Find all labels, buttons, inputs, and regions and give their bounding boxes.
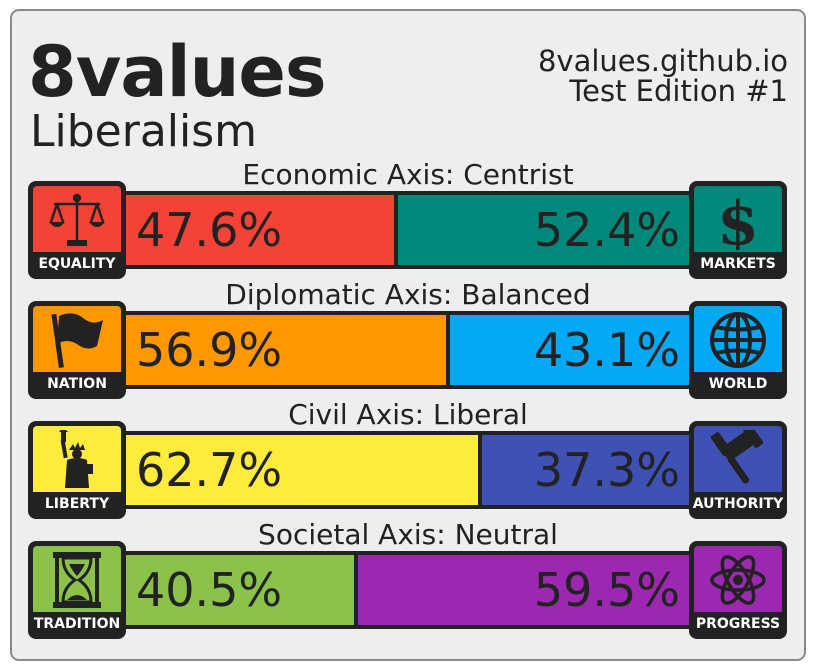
nation-badge: NATION (28, 301, 126, 399)
liberty-badge: LIBERTY (28, 421, 126, 519)
equality-segment: 47.6% (126, 195, 394, 265)
diplomatic-axis-bar: 56.9% 43.1% (122, 311, 696, 389)
markets-segment: 52.4% (398, 195, 692, 265)
gavel-icon (710, 430, 764, 484)
world-segment: 43.1% (450, 315, 692, 385)
societal-axis-label: Societal Axis: Neutral (258, 518, 558, 551)
progress-badge: PROGRESS (689, 541, 787, 639)
nation-segment: 56.9% (126, 315, 446, 385)
statue-of-liberty-icon (59, 430, 93, 488)
authority-badge: AUTHORITY (689, 421, 787, 519)
civil-axis-bar: 62.7% 37.3% (122, 431, 696, 509)
markets-badge: $ MARKETS (689, 181, 787, 279)
equality-percent: 47.6% (136, 203, 283, 257)
liberty-caption: LIBERTY (44, 496, 110, 512)
equality-badge: EQUALITY (28, 181, 126, 279)
authority-caption: AUTHORITY (692, 496, 784, 512)
economic-axis-bar: 47.6% 52.4% (122, 191, 696, 269)
civil-axis-label: Civil Axis: Liberal (288, 398, 528, 431)
nation-caption: NATION (47, 376, 107, 392)
site-url: 8values.github.io (537, 44, 788, 78)
tradition-badge: TRADITION (28, 541, 126, 639)
globe-icon (710, 312, 766, 368)
ideology-label: Liberalism (30, 106, 258, 157)
atom-icon (710, 555, 766, 605)
svg-text:$: $ (717, 190, 759, 250)
tradition-segment: 40.5% (126, 555, 354, 625)
hourglass-icon (53, 552, 101, 608)
progress-caption: PROGRESS (695, 616, 781, 632)
tradition-caption: TRADITION (33, 616, 121, 632)
liberty-segment: 62.7% (126, 435, 478, 505)
tradition-percent: 40.5% (136, 563, 283, 617)
equality-caption: EQUALITY (38, 256, 116, 272)
scales-icon (49, 193, 105, 246)
world-percent: 43.1% (533, 323, 680, 377)
progress-percent: 59.5% (533, 563, 680, 617)
markets-percent: 52.4% (533, 203, 680, 257)
app-title: 8values (28, 31, 327, 113)
world-caption: WORLD (708, 376, 768, 392)
nation-percent: 56.9% (136, 323, 283, 377)
economic-axis-label: Economic Axis: Centrist (242, 158, 574, 191)
liberty-percent: 62.7% (136, 443, 283, 497)
authority-segment: 37.3% (482, 435, 692, 505)
world-badge: WORLD (689, 301, 787, 399)
societal-axis-bar: 40.5% 59.5% (122, 551, 696, 629)
progress-segment: 59.5% (358, 555, 692, 625)
dollar-icon: $ (717, 190, 759, 250)
markets-caption: MARKETS (700, 256, 776, 272)
flag-icon (51, 313, 103, 369)
edition-label: Test Edition #1 (569, 74, 788, 108)
authority-percent: 37.3% (533, 443, 680, 497)
diplomatic-axis-label: Diplomatic Axis: Balanced (225, 278, 591, 311)
